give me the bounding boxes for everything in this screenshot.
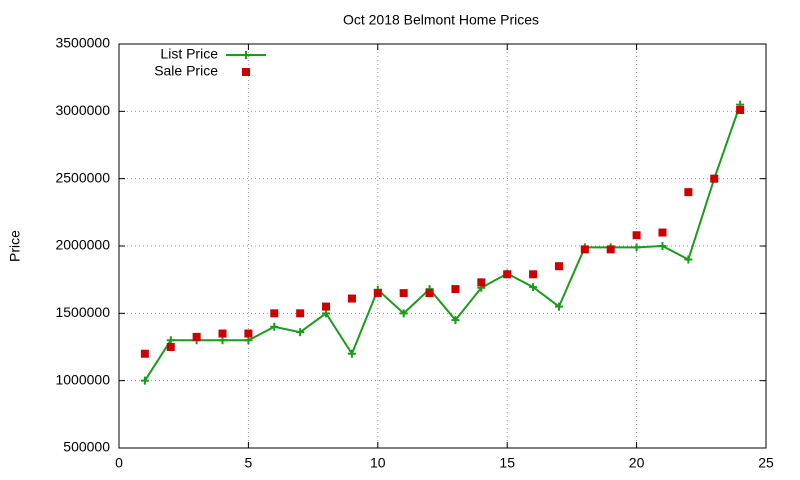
point-marker (632, 243, 641, 252)
point-marker (658, 242, 667, 250)
point-marker (244, 336, 253, 345)
point-marker (710, 174, 719, 183)
y-tick-label: 1500000 (55, 304, 110, 320)
point-marker (242, 68, 250, 76)
point-marker (632, 231, 641, 240)
x-tick-label: 0 (115, 455, 123, 471)
y-axis-label: Price (7, 230, 23, 262)
point-marker (242, 51, 250, 59)
point-marker (218, 336, 227, 345)
point-marker (322, 309, 331, 318)
chart-title: Oct 2018 Belmont Home Prices (343, 12, 539, 28)
legend-label: Sale Price (154, 63, 218, 79)
point-marker (736, 105, 745, 114)
y-tick-label: 2500000 (55, 169, 110, 185)
point-marker (218, 329, 227, 338)
y-tick-label: 3000000 (55, 102, 110, 118)
y-tick-label: 1000000 (55, 371, 110, 387)
x-tick-label: 5 (245, 455, 253, 471)
point-marker (684, 188, 693, 197)
point-marker (580, 245, 589, 254)
point-marker (347, 349, 356, 358)
point-marker (529, 270, 538, 279)
point-marker (606, 245, 615, 254)
point-marker (296, 328, 305, 337)
point-marker (554, 302, 563, 311)
x-tick-label: 20 (629, 455, 645, 471)
series-line (144, 104, 742, 382)
point-marker (270, 322, 279, 331)
plot-frame (118, 43, 767, 449)
point-marker (529, 283, 538, 292)
point-marker (684, 255, 693, 264)
point-marker (477, 278, 486, 287)
point-marker (425, 289, 434, 298)
legend-label: List Price (160, 46, 218, 62)
x-tick-label: 15 (499, 455, 515, 471)
point-marker (399, 289, 408, 298)
point-marker (140, 376, 149, 385)
point-marker (503, 270, 512, 279)
x-tick-label: 10 (370, 455, 386, 471)
point-marker (373, 289, 382, 298)
point-marker (166, 343, 175, 351)
point-marker (166, 336, 175, 345)
point-marker (270, 309, 279, 318)
point-marker (140, 349, 149, 358)
point-marker (322, 302, 331, 311)
point-marker (451, 285, 460, 294)
point-marker (296, 309, 305, 318)
point-marker (347, 294, 356, 303)
y-tick-label: 3500000 (55, 35, 110, 51)
point-marker (554, 262, 563, 271)
point-marker (658, 228, 667, 237)
point-marker (192, 332, 201, 341)
point-marker (399, 309, 408, 318)
y-tick-label: 500000 (63, 439, 110, 455)
point-marker (451, 316, 460, 325)
y-tick-label: 2000000 (55, 237, 110, 253)
point-marker (244, 329, 253, 338)
x-tick-label: 25 (758, 455, 774, 471)
